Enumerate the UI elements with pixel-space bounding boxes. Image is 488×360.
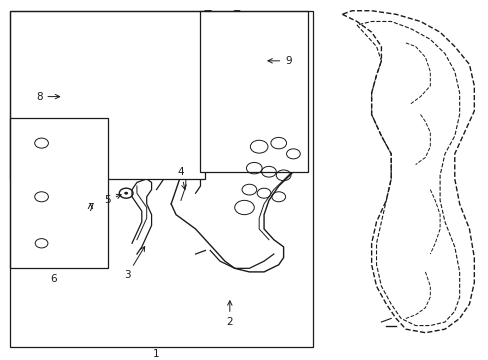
Text: 8: 8 <box>36 91 60 102</box>
Text: 9: 9 <box>267 56 291 66</box>
Bar <box>10 11 205 179</box>
Text: 1: 1 <box>153 349 160 359</box>
Bar <box>10 118 107 268</box>
Circle shape <box>124 192 128 195</box>
Text: 4: 4 <box>177 167 186 189</box>
Text: 6: 6 <box>50 274 57 284</box>
Bar <box>10 11 312 347</box>
Bar <box>200 11 307 172</box>
Text: 2: 2 <box>226 301 233 327</box>
Text: 7: 7 <box>87 203 94 212</box>
Text: 3: 3 <box>123 247 144 280</box>
Text: 5: 5 <box>104 194 121 205</box>
